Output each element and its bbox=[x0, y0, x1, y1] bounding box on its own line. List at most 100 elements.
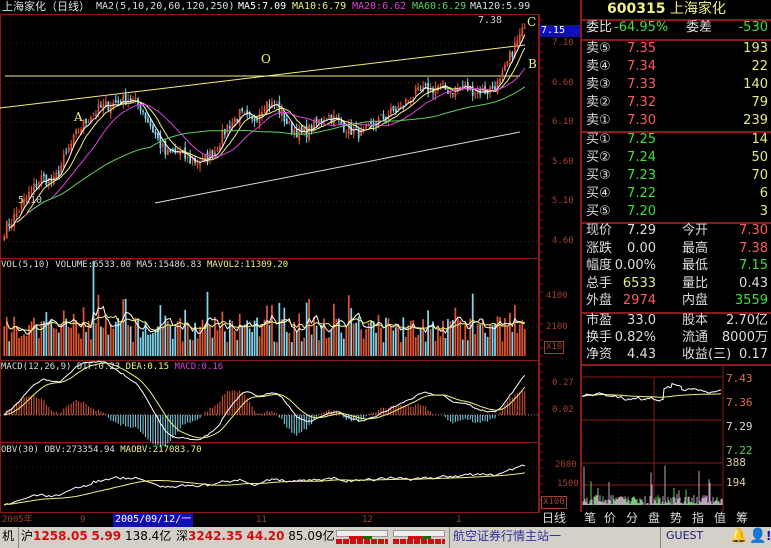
bid-row[interactable]: 买① 7.25 14 bbox=[586, 132, 768, 151]
volume-bar bbox=[112, 328, 115, 356]
bid-row[interactable]: 买② 7.24 50 bbox=[586, 150, 768, 169]
volume-bar bbox=[214, 317, 216, 356]
candle-body bbox=[404, 98, 407, 105]
ma20-line bbox=[23, 67, 526, 217]
bid-volume: 14 bbox=[751, 132, 768, 147]
tab-4[interactable]: 盘 bbox=[648, 511, 661, 525]
user-icon[interactable]: 👤 bbox=[749, 528, 767, 544]
volume-bar bbox=[496, 316, 499, 356]
ask-label: 卖③ bbox=[586, 77, 611, 92]
stat-value: 7.15 bbox=[739, 258, 768, 273]
candle-body bbox=[518, 34, 521, 44]
volume-bar bbox=[196, 338, 199, 356]
volume-bar bbox=[176, 321, 179, 356]
volume-bar bbox=[501, 341, 504, 356]
ask-row[interactable]: 卖② 7.32 79 bbox=[586, 95, 768, 114]
candle-body bbox=[261, 111, 263, 115]
bid-row[interactable]: 买⑤ 7.20 3 bbox=[586, 204, 768, 223]
volume-bar bbox=[476, 323, 479, 356]
bid-price: 7.23 bbox=[627, 168, 656, 183]
volume-bar bbox=[144, 322, 147, 356]
candle-body bbox=[285, 118, 288, 125]
volume-bar bbox=[164, 315, 167, 356]
tab-0[interactable]: 日线 bbox=[542, 511, 567, 525]
ask-volume: 79 bbox=[751, 95, 768, 110]
tab-7[interactable]: 值 bbox=[714, 511, 727, 525]
candle-body bbox=[347, 123, 350, 134]
candle-body bbox=[315, 117, 318, 124]
volume-bar bbox=[481, 319, 484, 356]
volume-bar bbox=[357, 316, 360, 356]
ask-row[interactable]: 卖④ 7.34 22 bbox=[586, 59, 768, 78]
candle-body bbox=[382, 114, 385, 119]
tab-1[interactable]: 笔 bbox=[584, 511, 597, 525]
current-price-marker: 7.15 bbox=[540, 25, 580, 37]
volume-bar bbox=[184, 309, 187, 356]
tab-3[interactable]: 分 bbox=[626, 511, 639, 525]
volume-bar bbox=[137, 318, 139, 356]
finance-value: 2.70亿 bbox=[726, 313, 768, 328]
volume-bar bbox=[365, 328, 367, 356]
candle-body bbox=[223, 129, 226, 135]
candle-body bbox=[236, 118, 239, 122]
alert-icon[interactable]: ! bbox=[766, 529, 771, 543]
candle-body bbox=[365, 125, 367, 129]
bid-row[interactable]: 买④ 7.22 6 bbox=[586, 186, 768, 205]
sh-index[interactable]: 沪1258.05 5.99 138.4亿 bbox=[21, 529, 171, 544]
volume-bar bbox=[179, 318, 182, 356]
candle-body bbox=[5, 221, 8, 239]
volume-bar bbox=[97, 294, 100, 356]
candle-body bbox=[395, 109, 397, 112]
volume-bar bbox=[414, 337, 417, 356]
obv-tick: 1500 bbox=[557, 479, 579, 489]
volume-bar bbox=[328, 337, 330, 356]
tab-5[interactable]: 势 bbox=[670, 511, 683, 525]
volume-bar bbox=[231, 320, 234, 356]
candle-body bbox=[290, 123, 293, 133]
volume-bar bbox=[523, 329, 526, 356]
stat-value: 2974 bbox=[622, 293, 656, 308]
candle-body bbox=[134, 97, 137, 100]
candle-body bbox=[372, 122, 375, 126]
bid-label: 买① bbox=[586, 132, 611, 147]
ma10-line bbox=[16, 47, 526, 223]
candle-body bbox=[144, 112, 147, 119]
volume-bar bbox=[313, 316, 315, 356]
volume-bar bbox=[129, 326, 132, 356]
vol-ma10-line bbox=[6, 314, 526, 332]
volume-bar bbox=[162, 325, 164, 356]
candle-body bbox=[52, 176, 55, 185]
volume-bar bbox=[422, 319, 425, 356]
candle-body bbox=[8, 223, 11, 226]
volume-bar bbox=[484, 332, 486, 356]
ask-price: 7.35 bbox=[627, 41, 656, 56]
server-name[interactable]: 航空证券行情主站一 bbox=[453, 529, 562, 543]
tab-8[interactable]: 筹 bbox=[736, 511, 749, 525]
sz-index[interactable]: 深3242.35 44.20 85.09亿 bbox=[176, 529, 335, 544]
volume-bar bbox=[20, 336, 23, 356]
finance-row: 换手 0.82% 流通 8000万 bbox=[586, 330, 768, 349]
volume-bar bbox=[28, 325, 30, 356]
ask-row[interactable]: 卖③ 7.33 140 bbox=[586, 77, 768, 96]
volume-bar bbox=[75, 320, 77, 356]
tab-2[interactable]: 价 bbox=[604, 511, 617, 525]
bid-label: 买② bbox=[586, 150, 611, 165]
volume-bar bbox=[261, 324, 263, 356]
kline-chart[interactable] bbox=[0, 0, 580, 512]
volume-bar bbox=[251, 332, 253, 356]
candle-body bbox=[231, 122, 234, 128]
ask-row[interactable]: 卖① 7.30 239 bbox=[586, 113, 768, 132]
label-o: O bbox=[261, 52, 271, 66]
volume-bar bbox=[117, 318, 120, 356]
candle-body bbox=[496, 80, 499, 94]
ask-row[interactable]: 卖⑤ 7.35 193 bbox=[586, 41, 768, 60]
obv-unit: X100 bbox=[541, 496, 567, 509]
bid-row[interactable]: 买③ 7.23 70 bbox=[586, 168, 768, 187]
tab-6[interactable]: 指 bbox=[692, 511, 705, 525]
volume-bar bbox=[35, 324, 38, 356]
bell-icon[interactable]: 🔔 bbox=[730, 528, 748, 544]
date-label: 2005年 bbox=[2, 515, 33, 525]
finance-label: 换手 bbox=[586, 330, 613, 345]
candle-body bbox=[246, 110, 249, 115]
